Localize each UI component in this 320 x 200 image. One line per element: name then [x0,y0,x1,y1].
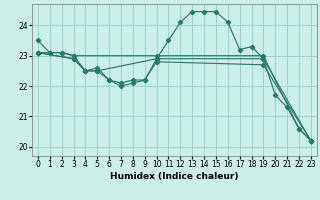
X-axis label: Humidex (Indice chaleur): Humidex (Indice chaleur) [110,172,239,181]
